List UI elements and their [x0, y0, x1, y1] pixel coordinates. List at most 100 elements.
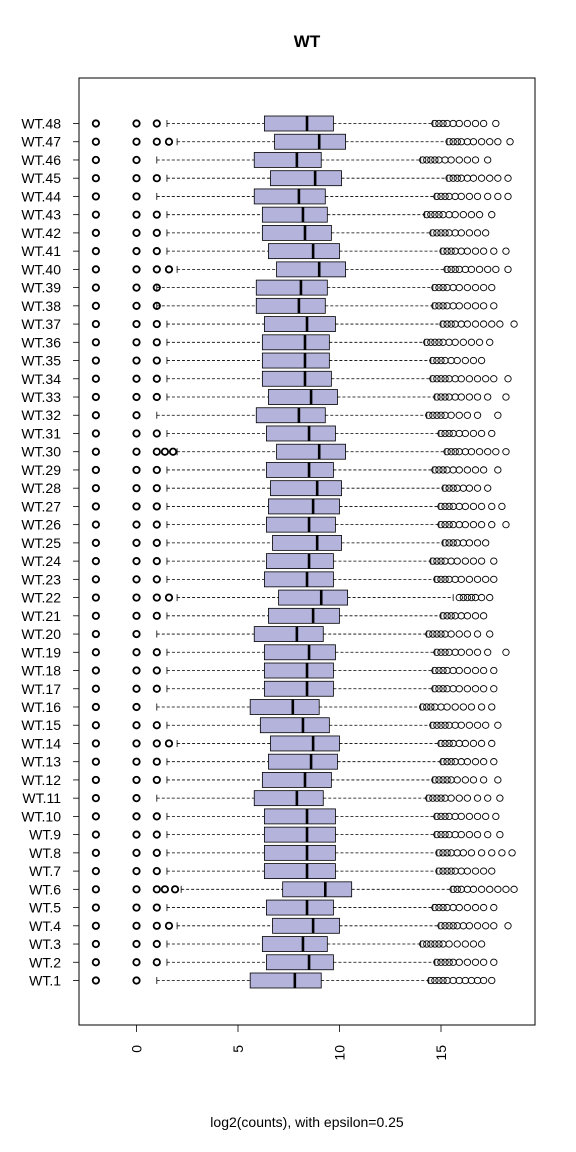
y-tick-label: WT.10: [21, 808, 61, 824]
outlier-point: [449, 484, 457, 492]
outlier-point: [455, 739, 463, 748]
outlier-point: [445, 229, 453, 237]
outlier-point: [439, 976, 447, 985]
outlier-point: [457, 721, 465, 729]
outlier-point: [431, 685, 439, 693]
outlier-point: [449, 539, 457, 547]
outlier-point: [496, 320, 504, 328]
outlier-point: [449, 520, 457, 529]
outlier-point: [463, 247, 472, 255]
outlier-point: [451, 338, 459, 346]
y-tick-label: WT.48: [21, 116, 61, 132]
outlier-point: [132, 356, 141, 365]
outlier-point: [484, 156, 492, 164]
outlier-point: [164, 137, 174, 146]
outlier-point: [488, 320, 496, 328]
outlier-point: [469, 739, 478, 748]
box-WT-7: [91, 863, 496, 879]
outlier-point: [132, 921, 141, 930]
outlier-point: [443, 448, 451, 456]
outlier-point: [461, 265, 470, 274]
outlier-point: [477, 940, 486, 948]
outlier-point: [443, 867, 451, 875]
outlier-point: [463, 302, 472, 310]
outlier-point: [492, 119, 500, 128]
box-iqr: [282, 881, 353, 898]
outlier-point: [447, 758, 455, 766]
outlier-point: [435, 685, 443, 693]
outlier-point: [469, 940, 478, 948]
outlier-point: [91, 976, 101, 985]
outlier-point: [467, 265, 476, 274]
y-tick-label: WT.38: [21, 298, 61, 314]
outlier-point: [479, 758, 488, 766]
y-tick-label: WT.31: [21, 425, 61, 441]
outlier-point: [479, 612, 488, 620]
outlier-point: [488, 849, 496, 857]
outlier-point: [479, 867, 488, 875]
outlier-point: [488, 502, 496, 511]
outlier-point: [484, 830, 492, 839]
outlier-point: [504, 192, 512, 201]
box-WT-27: [91, 498, 506, 515]
outlier-point: [490, 247, 498, 255]
outlier-point: [473, 575, 482, 584]
outlier-point: [455, 685, 463, 693]
outlier-point: [463, 411, 472, 419]
outlier-point: [152, 465, 161, 475]
outlier-point: [443, 703, 451, 711]
outlier-point: [439, 612, 447, 620]
outlier-point: [132, 210, 141, 219]
outlier-point: [455, 520, 463, 529]
outlier-point: [490, 958, 498, 966]
outlier-point: [132, 757, 141, 766]
x-axis-label: log2(counts), with epsilon=0.25: [210, 1114, 404, 1130]
outlier-point: [91, 702, 101, 712]
outlier-point: [427, 338, 435, 346]
outlier-point: [465, 539, 474, 547]
outlier-point: [132, 557, 141, 566]
outlier-point: [463, 685, 472, 693]
outlier-point: [479, 320, 488, 328]
outlier-point: [453, 940, 461, 948]
outlier-point: [152, 648, 161, 657]
outlier-point: [488, 283, 496, 292]
outlier-point: [463, 283, 472, 292]
outlier-point: [490, 758, 498, 766]
outlier-point: [91, 484, 101, 493]
outlier-point: [486, 138, 494, 146]
outlier-point: [510, 885, 518, 893]
outlier-point: [443, 320, 451, 328]
outlier-point: [457, 867, 465, 875]
outlier-point: [465, 192, 474, 201]
outlier-point: [152, 374, 161, 383]
outlier-point: [479, 666, 488, 675]
box-iqr: [259, 717, 330, 734]
outlier-point: [479, 958, 488, 966]
outlier-point: [91, 830, 101, 839]
outlier-point: [471, 685, 480, 693]
outlier-point: [433, 375, 441, 383]
box-WT-39: [91, 279, 496, 296]
outlier-point: [445, 520, 453, 529]
outlier-point: [447, 320, 455, 328]
outlier-point: [152, 921, 161, 930]
outlier-point: [435, 666, 443, 675]
outlier-point: [490, 903, 498, 912]
outlier-point: [91, 137, 101, 146]
outlier-point: [152, 684, 161, 693]
outlier-point: [451, 648, 459, 656]
outlier-point: [453, 557, 461, 565]
outlier-point: [164, 739, 174, 748]
y-tick-label: WT.11: [22, 790, 61, 806]
outlier-point: [449, 302, 457, 310]
outlier-point: [429, 630, 437, 638]
box-WT-18: [91, 662, 498, 679]
outlier-point: [433, 794, 441, 802]
outlier-point: [467, 593, 476, 602]
outlier-point: [494, 885, 502, 893]
outlier-point: [447, 156, 455, 164]
outlier-point: [439, 283, 447, 292]
outlier-point: [437, 393, 445, 401]
outlier-point: [459, 849, 467, 857]
